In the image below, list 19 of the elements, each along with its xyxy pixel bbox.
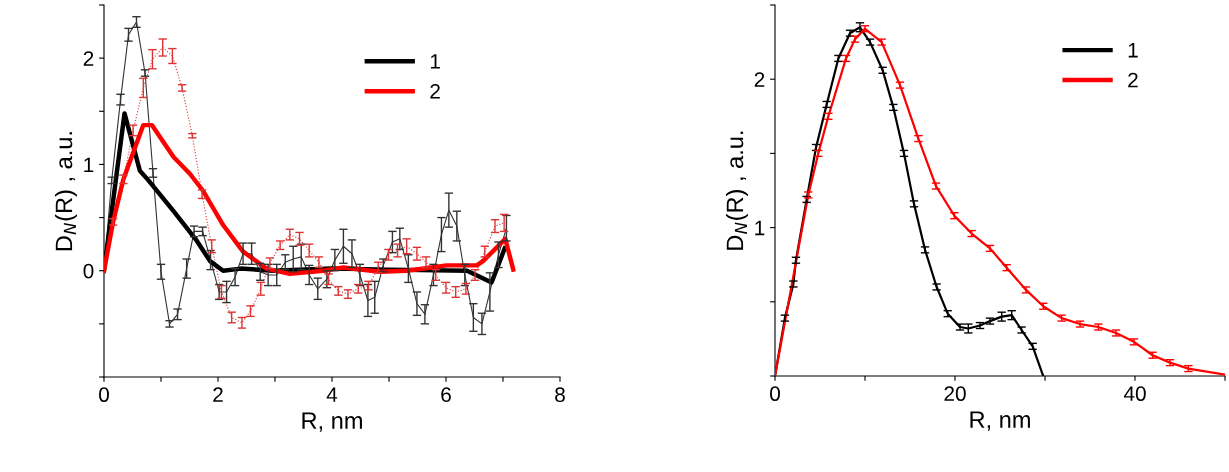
x-tick-label: 4	[326, 387, 338, 402]
y-tick-label: 2	[83, 51, 94, 66]
y-tick-label: 1	[84, 157, 94, 172]
x-axis-title: R, nm	[970, 411, 1030, 431]
x-tick-label: 0	[770, 386, 780, 402]
legend-label: 2	[1128, 72, 1138, 88]
x-tick-label: 2	[213, 387, 223, 402]
y-axis-title: D$_{N}$(R) , a.u.	[725, 131, 748, 250]
y-axis-title: D$_{N}$(R) , a.u.	[54, 132, 77, 251]
y-tick-label: 0	[83, 263, 94, 279]
legend-label: 1	[1128, 43, 1138, 58]
x-tick-label: 20	[944, 386, 966, 402]
x-tick-label: 6	[441, 387, 451, 403]
x-tick-label: 40	[1123, 386, 1146, 402]
x-tick-label: 0	[99, 387, 109, 403]
x-axis-title: R, nm	[302, 412, 362, 432]
legend-label: 2	[430, 83, 440, 99]
legend-label: 1	[430, 54, 440, 69]
x-tick-label: 8	[555, 387, 565, 403]
